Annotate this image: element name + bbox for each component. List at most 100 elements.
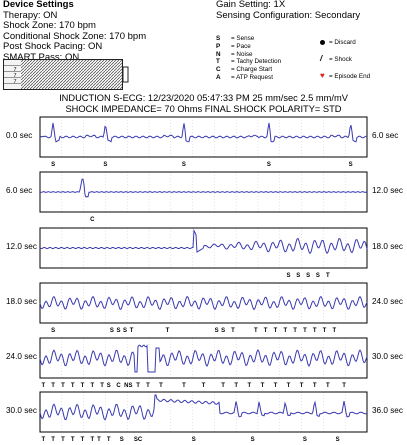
ecg-trace-svg: C	[39, 171, 368, 223]
event-marker: S	[51, 328, 55, 334]
event-marker: T	[51, 383, 55, 389]
ecg-trace	[39, 394, 368, 421]
event-marker: S	[303, 437, 307, 443]
strip-start-time: 30.0 sec	[6, 406, 37, 415]
event-marker: T	[61, 383, 65, 389]
shock-impedance-line: SHOCK IMPEDANCE= 70 Ohms FINAL SHOCK POL…	[65, 103, 342, 114]
event-marker: T	[274, 383, 278, 389]
sensing-settings-panel: Gain Setting: 1X Sensing Configuration: …	[216, 0, 360, 21]
setting-smart-pass: SMART Pass: ON	[3, 51, 80, 63]
ecg-strip: 6.0 sec 12.0 sec C	[0, 171, 407, 225]
ecg-trace	[39, 122, 368, 143]
strip-end-time: 30.0 sec	[372, 352, 403, 361]
strip-end-time: 6.0 sec	[372, 131, 399, 140]
event-marker: S	[267, 162, 271, 168]
episode-header: INDUCTION S-ECG: 12/23/2020 05:47:33 PM …	[0, 93, 407, 114]
ecg-strip: 30.0 sec 36.0 sec T T T T T T T T S SC S S S S	[0, 391, 407, 445]
event-marker: C	[116, 383, 121, 389]
event-marker: S	[296, 273, 300, 279]
strip-frame	[39, 116, 368, 158]
ecg-strip: 12.0 sec 18.0 sec S S S S T	[0, 227, 407, 281]
battery-mark: 7	[13, 67, 16, 73]
event-marker: S	[316, 273, 320, 279]
event-marker: T	[326, 383, 330, 389]
strip-start-time: 24.0 sec	[6, 352, 37, 361]
event-marker: T	[303, 328, 307, 334]
strip-end-time: 12.0 sec	[372, 186, 403, 195]
event-marker: T	[231, 328, 235, 334]
event-marker: SC	[134, 437, 143, 443]
event-marker: S	[110, 328, 114, 334]
event-marker: S	[182, 162, 186, 168]
event-marker: T	[100, 383, 104, 389]
strip-frame	[39, 391, 368, 433]
event-marker: T	[264, 328, 268, 334]
event-marker: T	[261, 383, 265, 389]
event-marker: T	[130, 328, 134, 334]
strip-start-time: 0.0 sec	[6, 131, 33, 140]
event-marker: T	[107, 437, 111, 443]
battery-gauge: 7 7 7	[3, 59, 129, 90]
legend-noise: N = Noise	[216, 50, 253, 58]
event-marker: T	[146, 383, 150, 389]
event-marker: S	[286, 273, 290, 279]
strip-start-time: 18.0 sec	[6, 297, 37, 306]
event-marker: T	[81, 383, 85, 389]
event-marker: T	[287, 383, 291, 389]
legend-tachy: T = Tachy Detection	[216, 58, 282, 66]
ecg-trace	[39, 228, 368, 255]
event-marker: T	[71, 383, 75, 389]
sensing-configuration: Sensing Configuration: Secondary	[216, 9, 361, 21]
event-marker: T	[274, 328, 278, 334]
event-marker: S	[306, 273, 310, 279]
event-marker: T	[166, 328, 170, 334]
legend-charge: C = Charge Start	[216, 66, 273, 74]
event-marker: S	[116, 328, 120, 334]
ecg-strip: 24.0 sec 30.0 sec T T T T T T T S C NS T T T T T T T T T T T T T…	[0, 337, 407, 391]
setting-post-shock-pacing: Post Shock Pacing: ON	[3, 41, 103, 52]
event-marker: S	[349, 162, 353, 168]
strip-end-time: 18.0 sec	[372, 242, 403, 251]
event-marker: T	[313, 383, 317, 389]
event-marker: T	[71, 437, 75, 443]
ecg-trace	[39, 344, 368, 373]
event-marker: T	[247, 383, 251, 389]
legend-discard: = Discard	[320, 35, 370, 51]
gain-setting: Gain Setting: 1X	[216, 0, 286, 10]
event-marker: T	[234, 383, 238, 389]
device-settings-panel: Device Settings Therapy: ON Shock Zone: …	[3, 0, 146, 63]
event-marker: T	[326, 273, 330, 279]
event-marker: T	[254, 328, 258, 334]
event-marker: T	[283, 328, 287, 334]
battery-mark: 7	[13, 73, 16, 79]
legend-pace: P = Pace	[216, 42, 251, 50]
event-marker: T	[51, 437, 55, 443]
legend-shock: / = Shock	[320, 51, 370, 68]
event-marker: T	[342, 383, 346, 389]
device-settings-title: Device Settings	[3, 0, 74, 10]
setting-shock-zone: Shock Zone: 170 bpm	[3, 20, 96, 31]
strip-end-time: 24.0 sec	[372, 297, 403, 306]
ecg-trace	[39, 178, 368, 198]
event-marker: T	[293, 328, 297, 334]
setting-conditional-shock-zone: Conditional Shock Zone: 170 bpm	[3, 30, 147, 42]
legend-atp: A = ATP Request	[216, 73, 273, 81]
event-marker: T	[81, 437, 85, 443]
event-marker: S	[120, 437, 124, 443]
ecg-strip: 0.0 sec 6.0 sec S S S S S	[0, 116, 407, 170]
strip-start-time: 6.0 sec	[6, 186, 33, 195]
shock-icon: /	[320, 54, 323, 63]
ecg-trace-svg: T T T T T T T S C NS T T T T T T T T T T T T T T T	[39, 337, 368, 389]
event-marker: T	[41, 437, 45, 443]
event-marker: T	[90, 383, 94, 389]
event-marker: C	[90, 217, 95, 223]
episode-info-line: INDUCTION S-ECG: 12/23/2020 05:47:33 PM …	[59, 93, 348, 103]
event-marker: T	[136, 383, 140, 389]
event-marker: T	[61, 437, 65, 443]
symbol-legend: = Discard / = Shock ♥ = Episode End	[320, 35, 370, 85]
event-marker: S	[107, 383, 111, 389]
event-marker: T	[323, 328, 327, 334]
event-marker: T	[300, 383, 304, 389]
